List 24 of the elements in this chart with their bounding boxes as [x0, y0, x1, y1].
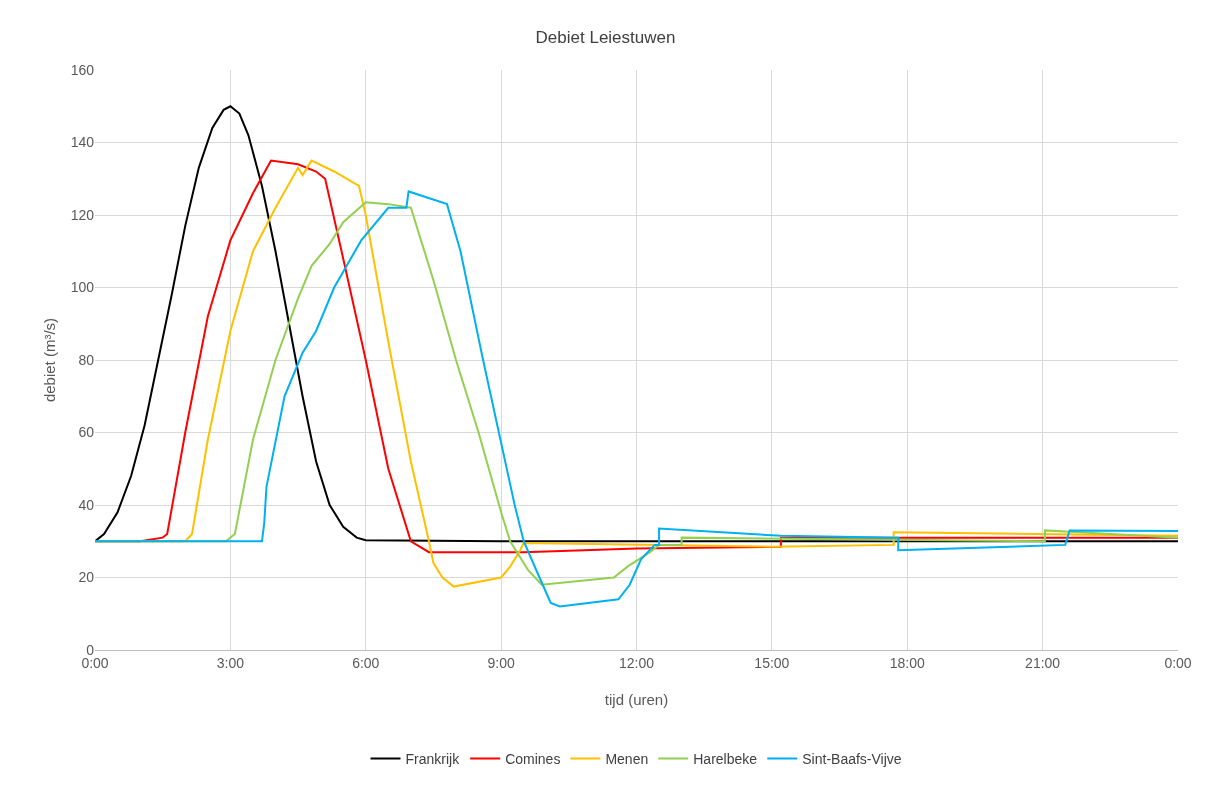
legend-label: Menen: [605, 750, 649, 767]
chart-title: Debiet Leiestuwen: [535, 28, 676, 48]
x-tick-label: 12:00: [618, 654, 655, 671]
x-tick-label: 3:00: [216, 654, 245, 671]
y-tick-label: 160: [70, 61, 95, 78]
x-tick-label: 15:00: [754, 654, 790, 671]
y-tick-label: 40: [78, 496, 95, 513]
y-tick-label: 20: [78, 569, 95, 586]
y-tick-label: 60: [78, 424, 95, 441]
y-tick-label: 80: [78, 351, 95, 368]
legend-label: Comines: [505, 750, 561, 767]
y-tick-label: 120: [70, 206, 95, 223]
y-axis-title: debiet (m³/s): [41, 317, 58, 403]
legend-label: Sint-Baafs-Vijve: [802, 750, 902, 767]
legend-label: Frankrijk: [405, 750, 461, 767]
x-axis-title: tijd (uren): [604, 691, 669, 708]
x-tick-label: 21:00: [1025, 654, 1061, 671]
legend-label: Harelbeke: [693, 750, 758, 767]
y-tick-label: 100: [70, 279, 95, 296]
x-tick-label: 6:00: [352, 654, 380, 671]
x-tick-label: 9:00: [487, 654, 515, 671]
x-tick-label: 0:00: [1164, 654, 1192, 671]
y-tick-label: 140: [70, 134, 95, 151]
x-tick-label: 18:00: [889, 654, 925, 671]
